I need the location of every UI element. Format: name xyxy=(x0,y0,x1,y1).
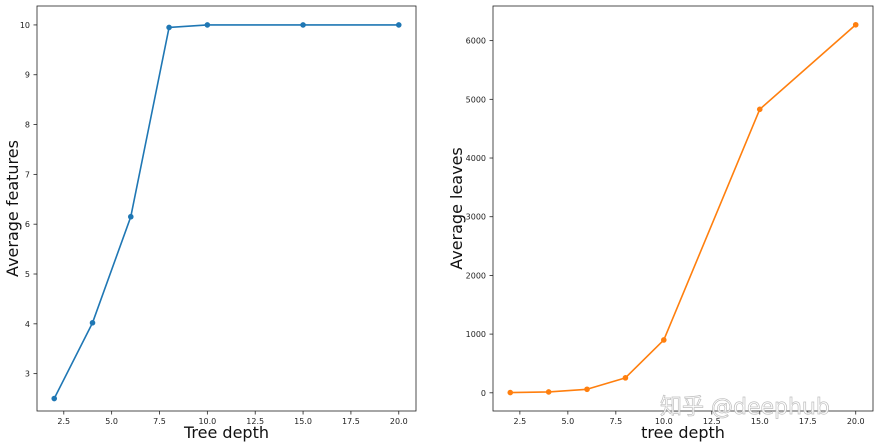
x-axis-label: tree depth xyxy=(641,423,725,442)
x-tick-label: 20.0 xyxy=(390,417,408,426)
x-tick-label: 2.5 xyxy=(57,417,70,426)
x-tick-label: 7.5 xyxy=(153,417,166,426)
y-tick-label: 1000 xyxy=(466,330,486,339)
y-tick-label: 3 xyxy=(25,370,30,379)
y-axis-label: Average leaves xyxy=(447,147,466,270)
data-point xyxy=(622,375,629,381)
y-tick-label: 4000 xyxy=(466,154,486,163)
y-tick-label: 4 xyxy=(25,320,30,329)
data-point xyxy=(300,22,306,28)
data-point xyxy=(166,24,172,31)
x-tick-label: 15.0 xyxy=(294,417,312,426)
x-tick-label: 5.0 xyxy=(105,417,118,426)
plot-frame xyxy=(36,5,417,412)
left-chart-panel: 2.5 5.0 7.5 10.0 12.5 15.0 17.5 20.0 3 4 5 6 7 8 9 10 Tr… xyxy=(3,5,417,442)
data-point xyxy=(89,320,96,326)
data-point xyxy=(756,106,763,113)
series-line xyxy=(510,24,857,394)
y-tick-label: 3000 xyxy=(466,213,486,222)
x-tick-label: 17.5 xyxy=(342,417,360,426)
x-tick-label: 12.5 xyxy=(246,417,264,426)
data-point xyxy=(584,386,590,393)
y-tick-label: 8 xyxy=(25,121,30,130)
data-point xyxy=(395,22,402,28)
y-tick-label: 2000 xyxy=(466,271,486,280)
y-tick-label: 10 xyxy=(20,21,30,30)
x-tick-label: 10.0 xyxy=(655,417,673,426)
watermark: 知乎 @deephub xyxy=(660,395,830,420)
y-tick-label: 9 xyxy=(25,71,30,80)
x-tick-label: 7.5 xyxy=(609,417,622,426)
y-tick-label: 0 xyxy=(481,389,486,398)
y-tick-label: 7 xyxy=(25,170,30,179)
data-point xyxy=(204,22,211,28)
right-chart-panel: 2.5 5.0 7.5 10.0 12.5 15.0 17.5 20.0 0 1000 2000 30… xyxy=(447,5,874,442)
data-point xyxy=(51,395,58,402)
y-tick-label: 5000 xyxy=(466,95,486,104)
data-point xyxy=(127,213,134,220)
x-tick-label: 5.0 xyxy=(561,417,574,426)
y-tick-label: 5 xyxy=(25,270,30,279)
data-point xyxy=(545,389,552,395)
plot-frame xyxy=(492,5,874,412)
y-tick-label: 6 xyxy=(25,220,30,229)
data-point xyxy=(507,389,514,396)
x-tick-label: 15.0 xyxy=(751,417,769,426)
x-tick-label: 10.0 xyxy=(198,417,216,426)
data-point xyxy=(852,21,859,28)
x-tick-label: 17.5 xyxy=(799,417,817,426)
y-axis-label: Average features xyxy=(3,140,22,277)
x-tick-label: 20.0 xyxy=(847,417,865,426)
x-tick-label: 12.5 xyxy=(703,417,721,426)
series-line xyxy=(53,24,399,399)
y-tick-label: 6000 xyxy=(466,37,486,46)
data-point xyxy=(661,337,667,343)
x-tick-label: 2.5 xyxy=(514,417,527,426)
x-axis-label: Tree depth xyxy=(183,423,269,442)
